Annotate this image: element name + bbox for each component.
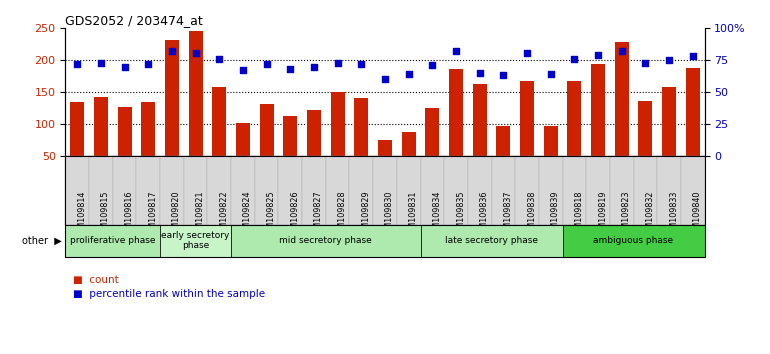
Point [142, 61, 155, 67]
Point [308, 64, 320, 69]
Point [474, 70, 486, 76]
Text: GSM109830: GSM109830 [385, 190, 394, 239]
Bar [496, 126, 511, 188]
Bar [378, 140, 392, 188]
Text: proliferative phase: proliferative phase [70, 236, 156, 245]
Text: GSM109832: GSM109832 [645, 190, 654, 239]
Bar [189, 31, 203, 188]
Point [615, 48, 628, 54]
Text: GSM109831: GSM109831 [409, 190, 417, 239]
Text: mid secretory phase: mid secretory phase [280, 236, 372, 245]
Text: GSM109835: GSM109835 [456, 190, 465, 239]
Point [189, 50, 202, 55]
Bar [165, 40, 179, 188]
Text: GSM109833: GSM109833 [669, 190, 678, 239]
Text: GSM109817: GSM109817 [149, 190, 157, 239]
Text: ■  percentile rank within the sample: ■ percentile rank within the sample [73, 289, 266, 299]
Text: GSM109816: GSM109816 [125, 190, 134, 239]
Point [568, 56, 581, 62]
Text: GSM109819: GSM109819 [598, 190, 607, 239]
Text: GSM109824: GSM109824 [243, 190, 252, 239]
Bar [259, 104, 274, 188]
Point [521, 50, 533, 55]
Point [687, 53, 699, 59]
Bar [591, 64, 605, 188]
Bar [662, 87, 676, 188]
Bar [520, 81, 534, 188]
Text: GSM109834: GSM109834 [432, 190, 441, 239]
Point [426, 62, 438, 68]
Point [403, 72, 415, 77]
Point [260, 61, 273, 67]
Text: GSM109814: GSM109814 [77, 190, 86, 239]
Bar [638, 101, 652, 188]
Text: GDS2052 / 203474_at: GDS2052 / 203474_at [65, 14, 203, 27]
Point [332, 60, 344, 65]
Point [450, 48, 462, 54]
Bar [236, 123, 250, 188]
Point [95, 60, 107, 65]
Text: GSM109836: GSM109836 [480, 190, 489, 239]
Point [355, 61, 367, 67]
Text: GSM109818: GSM109818 [574, 190, 584, 239]
Text: GSM109826: GSM109826 [290, 190, 300, 239]
Text: GSM109839: GSM109839 [551, 190, 560, 239]
Bar [70, 102, 85, 188]
Text: GSM109815: GSM109815 [101, 190, 110, 239]
Point [497, 73, 510, 78]
Bar [354, 98, 368, 188]
Bar [307, 110, 321, 188]
Bar [118, 107, 132, 188]
Text: GSM109828: GSM109828 [338, 190, 346, 239]
Bar [567, 81, 581, 188]
Text: GSM109821: GSM109821 [196, 190, 205, 239]
Text: other  ▶: other ▶ [22, 236, 62, 246]
Point [592, 52, 604, 58]
Text: GSM109825: GSM109825 [266, 190, 276, 239]
Point [544, 72, 557, 77]
Bar [425, 108, 440, 188]
Text: GSM109823: GSM109823 [621, 190, 631, 239]
Text: ambiguous phase: ambiguous phase [594, 236, 674, 245]
Text: ■  count: ■ count [73, 275, 119, 285]
Point [213, 56, 226, 62]
Bar [614, 42, 629, 188]
Point [119, 64, 131, 69]
Bar [94, 97, 108, 188]
Text: GSM109829: GSM109829 [361, 190, 370, 239]
Point [379, 76, 391, 82]
Text: early secretory
phase: early secretory phase [162, 231, 229, 250]
Text: GSM109837: GSM109837 [504, 190, 512, 239]
Point [639, 60, 651, 65]
Bar [685, 68, 700, 188]
Point [663, 57, 675, 63]
Bar [141, 102, 156, 188]
Bar [330, 92, 345, 188]
Bar [449, 69, 463, 188]
Bar [544, 126, 557, 188]
Bar [283, 116, 297, 188]
Text: GSM109822: GSM109822 [219, 190, 229, 239]
Bar [402, 132, 416, 188]
Point [284, 66, 296, 72]
Text: GSM109827: GSM109827 [314, 190, 323, 239]
Text: late secretory phase: late secretory phase [445, 236, 538, 245]
Point [166, 48, 178, 54]
Bar [213, 87, 226, 188]
Text: GSM109838: GSM109838 [527, 190, 536, 239]
Text: GSM109820: GSM109820 [172, 190, 181, 239]
Text: GSM109840: GSM109840 [693, 190, 701, 239]
Point [71, 61, 83, 67]
Point [237, 68, 249, 73]
Bar [473, 84, 487, 188]
